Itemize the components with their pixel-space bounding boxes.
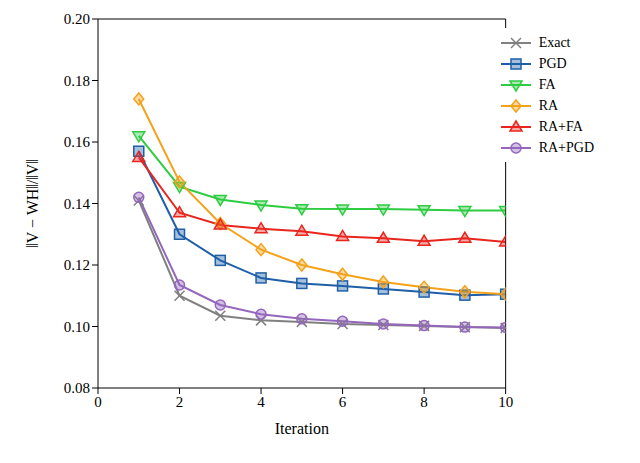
svg-text:0.14: 0.14	[64, 196, 91, 212]
svg-text:Iteration: Iteration	[275, 420, 329, 437]
svg-text:4: 4	[257, 394, 265, 410]
html-text:RA+FA: RA+FA	[538, 118, 583, 134]
svg-text:0.08: 0.08	[64, 380, 90, 396]
svg-text:0.20: 0.20	[64, 11, 90, 27]
html-text:RA: RA	[538, 97, 559, 113]
html-text:RA+PGD: RA+PGD	[538, 139, 594, 155]
svg-text:0.10: 0.10	[64, 319, 90, 335]
html-text:Exact: Exact	[538, 34, 571, 50]
html-text:PGD: PGD	[538, 55, 567, 71]
svg-text:0.12: 0.12	[64, 257, 90, 273]
svg-text:0.18: 0.18	[64, 73, 90, 89]
svg-text:8: 8	[420, 394, 428, 410]
svg-text:0: 0	[94, 394, 102, 410]
svg-text:6: 6	[339, 394, 347, 410]
svg-text:2: 2	[176, 394, 184, 410]
svg-text:10: 10	[498, 394, 513, 410]
html-text:FA: FA	[538, 76, 556, 92]
svg-text:0.16: 0.16	[64, 134, 91, 150]
svg-text:‖V − WH‖/‖V‖: ‖V − WH‖/‖V‖	[24, 159, 41, 248]
